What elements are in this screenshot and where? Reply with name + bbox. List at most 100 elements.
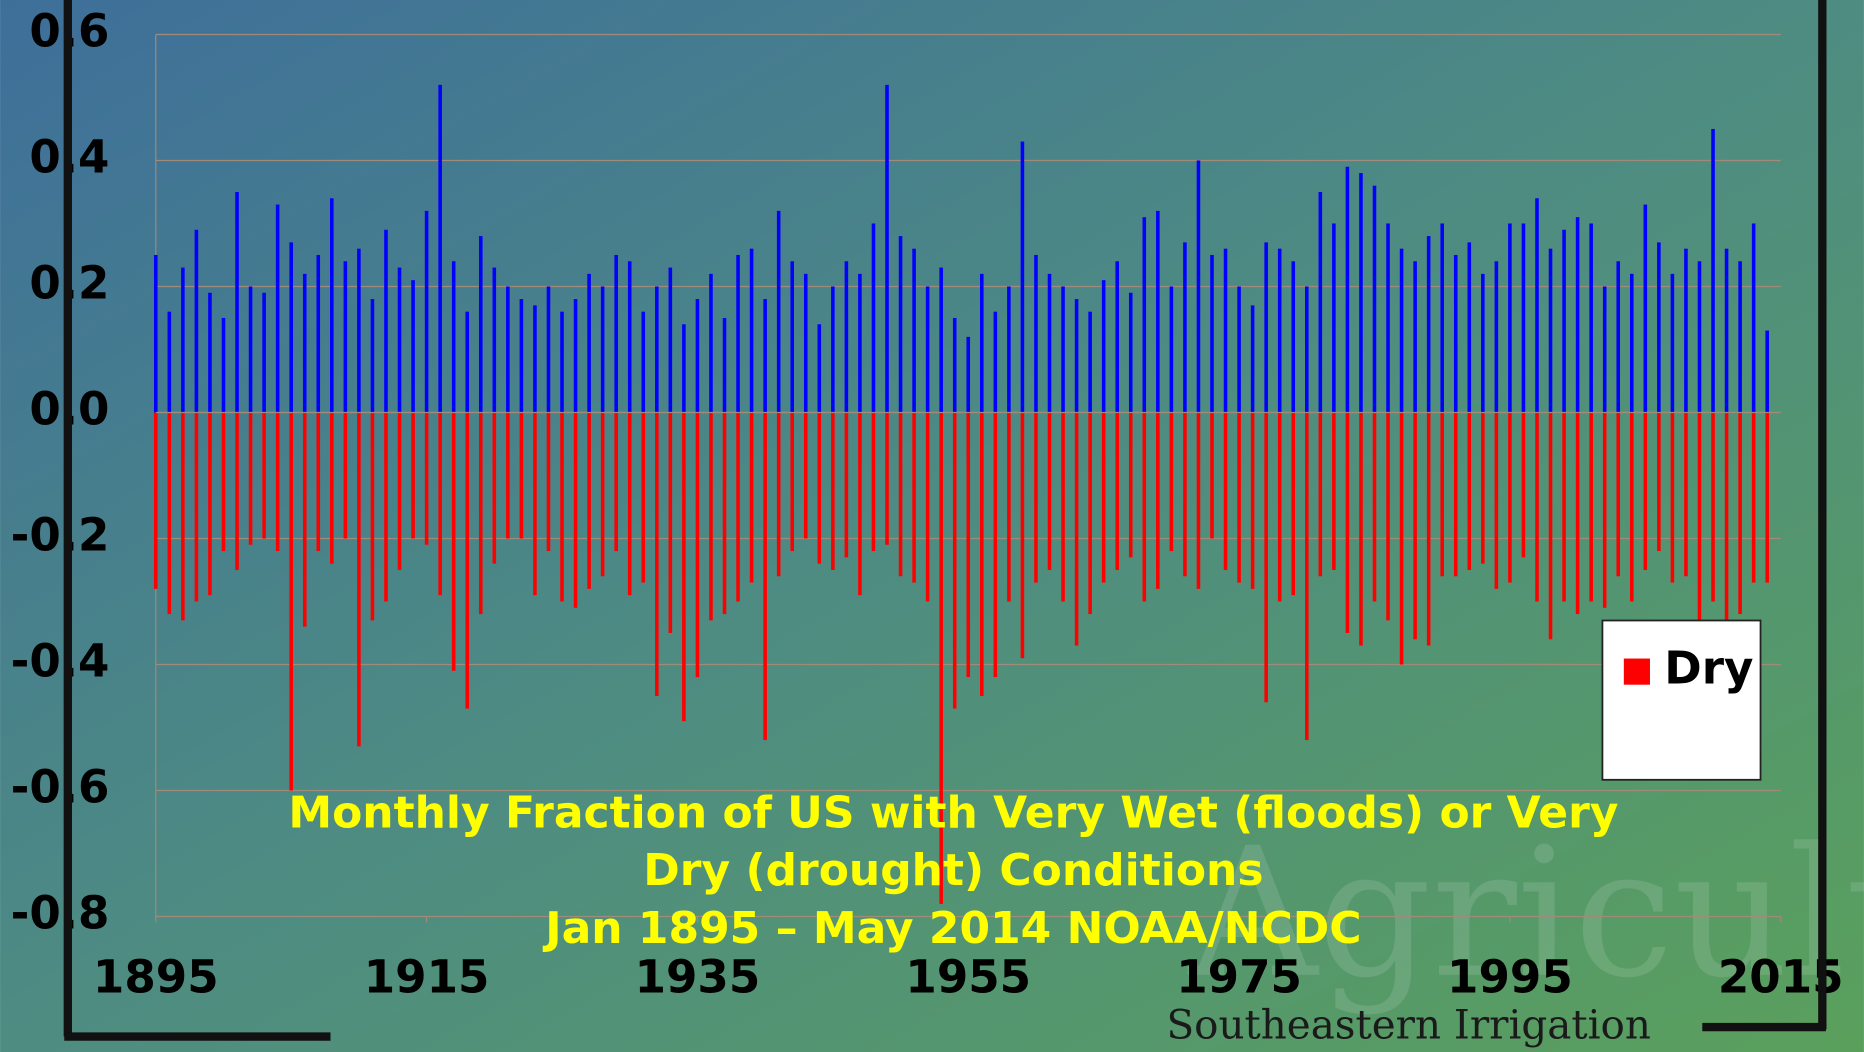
bar: [1738, 412, 1742, 615]
bar: [831, 286, 835, 413]
bar: [1535, 412, 1539, 602]
bar: [1305, 286, 1309, 413]
bar: [262, 292, 266, 413]
bar: [1345, 166, 1350, 413]
x-tick-label: 1895: [93, 951, 219, 1004]
bar: [465, 311, 470, 413]
bar: [980, 412, 984, 696]
bar: [1196, 412, 1201, 589]
bar: [695, 412, 700, 678]
bar: [1453, 412, 1458, 577]
bar: [1738, 261, 1742, 413]
bar: [1007, 286, 1011, 413]
y-tick-label: -0.8: [11, 886, 110, 939]
bar: [1765, 412, 1769, 583]
bar: [1481, 412, 1485, 564]
bar: [682, 412, 686, 722]
bar: [776, 412, 781, 577]
bar: [939, 412, 943, 904]
bar: [1115, 412, 1119, 570]
bar: [573, 299, 578, 413]
bar: [980, 273, 984, 413]
bar: [722, 317, 727, 413]
bar: [1440, 223, 1444, 413]
bar: [1264, 242, 1268, 413]
bar: [1034, 412, 1038, 583]
bar: [1426, 236, 1431, 413]
bar: [1277, 412, 1282, 602]
bar: [1711, 412, 1715, 602]
bar: [898, 236, 903, 413]
bar: [248, 286, 253, 413]
bar: [1237, 412, 1241, 583]
bar: [1156, 210, 1160, 413]
bar: [1372, 412, 1377, 602]
bar: [1169, 286, 1174, 413]
bar: [1575, 412, 1580, 615]
bar: [1467, 242, 1472, 413]
bar: [803, 412, 808, 539]
bar: [736, 412, 740, 602]
bar: [424, 412, 429, 545]
bar: [1277, 248, 1282, 413]
bar: [885, 84, 889, 413]
bar: [330, 198, 334, 413]
bar: [1318, 412, 1323, 577]
bar: [1589, 223, 1593, 413]
y-tick-label: -0.2: [11, 508, 110, 561]
bar: [1061, 412, 1065, 602]
bar: [831, 412, 835, 570]
bar: [1562, 229, 1566, 413]
bar: [993, 412, 998, 678]
bar: [478, 236, 483, 413]
bar: [357, 248, 361, 413]
bar: [1318, 191, 1323, 413]
bar: [1115, 261, 1119, 413]
bar: [871, 412, 876, 552]
bar: [221, 412, 226, 552]
bar: [1413, 261, 1417, 413]
bar: [411, 412, 415, 539]
bar: [668, 267, 673, 413]
bar: [912, 412, 916, 583]
bar: [1264, 412, 1268, 703]
bar: [275, 204, 280, 413]
frame: [63, 0, 1827, 1041]
bar: [817, 324, 822, 413]
bar: [1575, 217, 1580, 413]
bar: [302, 412, 307, 627]
bar: [330, 412, 334, 564]
bar: [1589, 412, 1593, 602]
bar: [1426, 412, 1431, 646]
bar: [1020, 141, 1025, 413]
bar: [790, 412, 795, 552]
bar: [749, 412, 754, 583]
bar: [1453, 254, 1458, 413]
bar: [1629, 412, 1634, 602]
bar: [316, 254, 321, 413]
x-tick-label: 1955: [905, 951, 1031, 1004]
bar: [1413, 412, 1417, 640]
bar: [221, 317, 226, 413]
bar: [939, 267, 943, 413]
bar: [560, 311, 564, 413]
bar: [248, 412, 253, 545]
bar: [1223, 248, 1228, 413]
bar: [1210, 412, 1214, 539]
bar: [1751, 223, 1756, 413]
bar: [1508, 223, 1512, 413]
bar: [844, 412, 849, 558]
bar: [1223, 412, 1228, 570]
bar: [519, 412, 524, 539]
bar: [1142, 217, 1147, 413]
bar: [1521, 223, 1526, 413]
bar: [1047, 273, 1052, 413]
bar: [1074, 299, 1079, 413]
bar: [655, 286, 659, 413]
bar: [1359, 412, 1363, 646]
bar: [533, 305, 537, 413]
bar: [1169, 412, 1174, 552]
